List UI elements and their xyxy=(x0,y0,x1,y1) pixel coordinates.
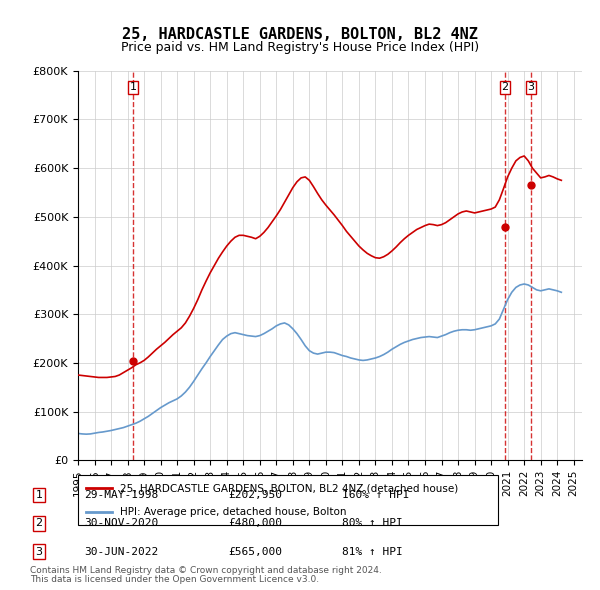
Text: £480,000: £480,000 xyxy=(228,519,282,528)
Text: Contains HM Land Registry data © Crown copyright and database right 2024.: Contains HM Land Registry data © Crown c… xyxy=(30,566,382,575)
Text: £565,000: £565,000 xyxy=(228,547,282,556)
FancyBboxPatch shape xyxy=(78,475,498,525)
Text: Price paid vs. HM Land Registry's House Price Index (HPI): Price paid vs. HM Land Registry's House … xyxy=(121,41,479,54)
Text: 30-NOV-2020: 30-NOV-2020 xyxy=(84,519,158,528)
Text: 2: 2 xyxy=(35,519,43,528)
Text: 3: 3 xyxy=(35,547,43,556)
Text: 25, HARDCASTLE GARDENS, BOLTON, BL2 4NZ (detached house): 25, HARDCASTLE GARDENS, BOLTON, BL2 4NZ … xyxy=(120,483,458,493)
Text: 29-MAY-1998: 29-MAY-1998 xyxy=(84,490,158,500)
Text: 3: 3 xyxy=(527,83,535,93)
Text: This data is licensed under the Open Government Licence v3.0.: This data is licensed under the Open Gov… xyxy=(30,575,319,584)
Text: 1: 1 xyxy=(35,490,43,500)
Text: 30-JUN-2022: 30-JUN-2022 xyxy=(84,547,158,556)
Text: 25, HARDCASTLE GARDENS, BOLTON, BL2 4NZ: 25, HARDCASTLE GARDENS, BOLTON, BL2 4NZ xyxy=(122,27,478,41)
Text: 160% ↑ HPI: 160% ↑ HPI xyxy=(342,490,409,500)
Text: 80% ↑ HPI: 80% ↑ HPI xyxy=(342,519,403,528)
Text: HPI: Average price, detached house, Bolton: HPI: Average price, detached house, Bolt… xyxy=(120,507,347,517)
Text: 2: 2 xyxy=(502,83,508,93)
Text: £202,950: £202,950 xyxy=(228,490,282,500)
Text: 1: 1 xyxy=(130,83,137,93)
Text: 81% ↑ HPI: 81% ↑ HPI xyxy=(342,547,403,556)
